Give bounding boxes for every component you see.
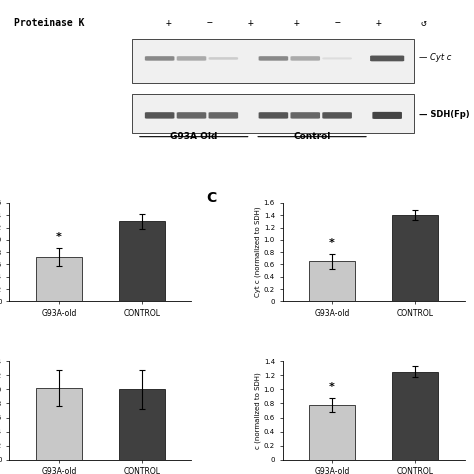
Text: Proteinase K: Proteinase K	[14, 18, 84, 28]
FancyBboxPatch shape	[259, 112, 288, 118]
Text: +: +	[166, 18, 172, 28]
FancyBboxPatch shape	[209, 57, 238, 60]
FancyBboxPatch shape	[291, 112, 320, 118]
FancyBboxPatch shape	[132, 39, 414, 82]
Text: *: *	[329, 238, 335, 248]
FancyBboxPatch shape	[145, 56, 174, 61]
FancyBboxPatch shape	[373, 112, 402, 119]
Bar	[392, 215, 438, 301]
Text: *: *	[329, 382, 335, 392]
FancyBboxPatch shape	[370, 55, 404, 61]
Y-axis label: c (normalized to SDH): c (normalized to SDH)	[255, 372, 261, 449]
FancyBboxPatch shape	[209, 112, 238, 118]
FancyBboxPatch shape	[322, 112, 352, 118]
Bar	[36, 388, 82, 460]
Bar	[310, 405, 355, 460]
FancyBboxPatch shape	[291, 56, 320, 61]
Text: C: C	[206, 191, 216, 205]
Text: *: *	[56, 232, 62, 242]
Text: −: −	[207, 18, 213, 28]
FancyBboxPatch shape	[177, 112, 206, 118]
Bar	[119, 221, 164, 301]
Bar	[310, 261, 355, 301]
Text: — Cyt c: — Cyt c	[419, 53, 451, 62]
Text: Control: Control	[293, 131, 331, 140]
Text: G93A Old: G93A Old	[170, 131, 218, 140]
Text: ↺: ↺	[420, 18, 427, 28]
Y-axis label: Cyt c (normalized to SDH): Cyt c (normalized to SDH)	[255, 207, 261, 298]
Text: +: +	[293, 18, 299, 28]
Text: — SDH(Fp): — SDH(Fp)	[419, 109, 470, 118]
Text: +: +	[375, 18, 381, 28]
FancyBboxPatch shape	[177, 56, 206, 61]
FancyBboxPatch shape	[322, 57, 352, 59]
Text: −: −	[334, 18, 340, 28]
FancyBboxPatch shape	[132, 94, 414, 133]
Bar	[36, 257, 82, 301]
FancyBboxPatch shape	[259, 56, 288, 61]
FancyBboxPatch shape	[145, 112, 174, 118]
Bar	[392, 372, 438, 460]
Text: +: +	[248, 18, 254, 28]
Bar	[119, 389, 164, 460]
